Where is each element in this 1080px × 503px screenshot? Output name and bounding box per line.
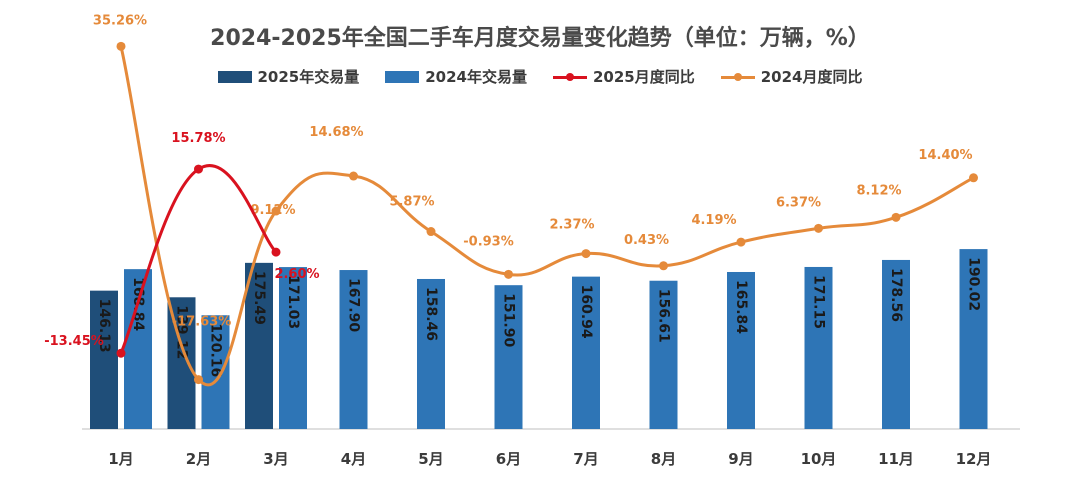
bar-2024-6 — [494, 285, 523, 429]
point-label-2025-yoy-1: -13.45% — [44, 334, 104, 349]
legend-label-2025-volume: 2025年交易量 — [257, 68, 360, 86]
bar-2025-1 — [90, 290, 118, 429]
bar-label-2024-3: 171.03 — [285, 275, 301, 329]
point-2024-yoy-1 — [116, 41, 126, 51]
x-tick-label-4: 4月 — [341, 450, 366, 468]
point-2025-yoy-3 — [271, 247, 281, 257]
point-2024-yoy-7 — [581, 249, 591, 259]
point-2025-yoy-2 — [194, 164, 203, 174]
bar-label-2024-7: 160.94 — [578, 285, 594, 339]
bar-2024-3 — [279, 267, 307, 429]
x-tick-label-2: 2月 — [186, 450, 211, 468]
bar-2024-5 — [417, 278, 445, 429]
x-tick-label-11: 11月 — [878, 450, 914, 468]
legend-swatch-2025-yoy — [553, 71, 587, 83]
legend-label-2024-volume: 2024年交易量 — [425, 68, 527, 86]
point-2024-yoy-12 — [969, 173, 978, 183]
point-label-2024-yoy-3: 9.12% — [250, 203, 295, 218]
point-label-2024-yoy-4: 14.68% — [309, 125, 363, 140]
bar-2024-1 — [124, 269, 152, 429]
point-2024-yoy-5 — [426, 227, 436, 237]
bar-label-2025-3: 175.49 — [251, 271, 267, 325]
bar-2024-8 — [649, 280, 678, 429]
point-label-2024-yoy-10: 6.37% — [776, 195, 821, 210]
point-2024-yoy-3 — [271, 206, 281, 216]
point-label-2024-yoy-1: 35.26% — [93, 13, 147, 28]
legend-swatch-2025-volume — [217, 70, 252, 83]
bar-2024-9 — [727, 271, 755, 429]
point-label-2024-yoy-6: -0.93% — [463, 234, 514, 249]
point-2024-yoy-4 — [349, 171, 358, 181]
legend-label-2025-yoy: 2025月度同比 — [593, 68, 695, 86]
point-2024-yoy-2 — [194, 375, 203, 385]
point-label-2024-yoy-11: 8.12% — [856, 183, 901, 198]
legend-item-2025-volume: 2025年交易量 — [217, 66, 360, 87]
point-2024-yoy-9 — [736, 237, 746, 247]
bar-label-2024-2: 120.16 — [208, 323, 224, 377]
legend-item-2024-yoy: 2024月度同比 — [720, 66, 863, 87]
bar-2025-3 — [245, 262, 273, 429]
point-label-2024-yoy-8: 0.43% — [624, 233, 669, 248]
x-tick-label-9: 9月 — [728, 450, 753, 468]
point-label-2024-yoy-9: 4.19% — [691, 213, 736, 228]
legend-item-2024-volume: 2024年交易量 — [385, 66, 527, 87]
point-label-2024-yoy-12: 14.40% — [918, 148, 972, 163]
x-tick-label-1: 1月 — [108, 450, 133, 468]
point-2024-yoy-10 — [814, 223, 823, 233]
point-2025-yoy-1 — [116, 348, 126, 358]
x-tick-label-6: 6月 — [496, 450, 521, 468]
point-label-2025-yoy-3: 2.60% — [274, 267, 319, 282]
bar-2024-12 — [959, 249, 988, 429]
bar-label-2024-8: 156.61 — [656, 289, 672, 343]
bar-2024-2 — [201, 315, 230, 429]
bar-2024-4 — [339, 270, 368, 429]
point-2024-yoy-11 — [891, 212, 901, 222]
bar-label-2024-9: 165.84 — [733, 280, 749, 334]
x-tick-label-8: 8月 — [651, 450, 676, 468]
bar-label-2024-10: 171.15 — [811, 275, 827, 329]
legend-swatch-2024-volume — [385, 70, 420, 83]
bar-2024-10 — [804, 266, 833, 429]
bar-label-2024-12: 190.02 — [966, 257, 982, 311]
point-2024-yoy-6 — [504, 269, 513, 279]
bar-label-2024-6: 151.90 — [501, 293, 517, 347]
bar-label-2024-11: 178.56 — [888, 268, 904, 322]
bar-2024-7 — [572, 276, 600, 429]
x-tick-label-7: 7月 — [573, 450, 598, 468]
x-tick-label-12: 12月 — [956, 450, 992, 468]
x-tick-label-10: 10月 — [801, 450, 837, 468]
chart-title: 2024-2025年全国二手车月度交易量变化趋势（单位：万辆，%） — [210, 26, 870, 51]
point-label-2024-yoy-5: 5.87% — [389, 195, 434, 210]
bar-2024-11 — [882, 259, 910, 429]
point-label-2024-yoy-7: 2.37% — [549, 218, 594, 233]
bar-label-2025-2: 139.12 — [174, 305, 190, 359]
chart-legend: 2025年交易量 2024年交易量 2025月度同比 2024月度同比 — [0, 66, 1080, 87]
bar-label-2025-1: 146.13 — [96, 299, 112, 353]
x-tick-label-5: 5月 — [418, 450, 443, 468]
legend-label-2024-yoy: 2024月度同比 — [760, 68, 863, 86]
point-label-2024-yoy-2: -17.63% — [172, 315, 232, 330]
bar-label-2024-4: 167.90 — [346, 278, 362, 332]
bar-label-2024-5: 158.46 — [423, 287, 439, 341]
legend-swatch-2024-yoy — [720, 71, 755, 83]
point-label-2025-yoy-2: 15.78% — [171, 131, 225, 146]
legend-item-2025-yoy: 2025月度同比 — [553, 66, 695, 87]
x-tick-label-3: 3月 — [263, 450, 288, 468]
point-2024-yoy-8 — [659, 261, 668, 271]
